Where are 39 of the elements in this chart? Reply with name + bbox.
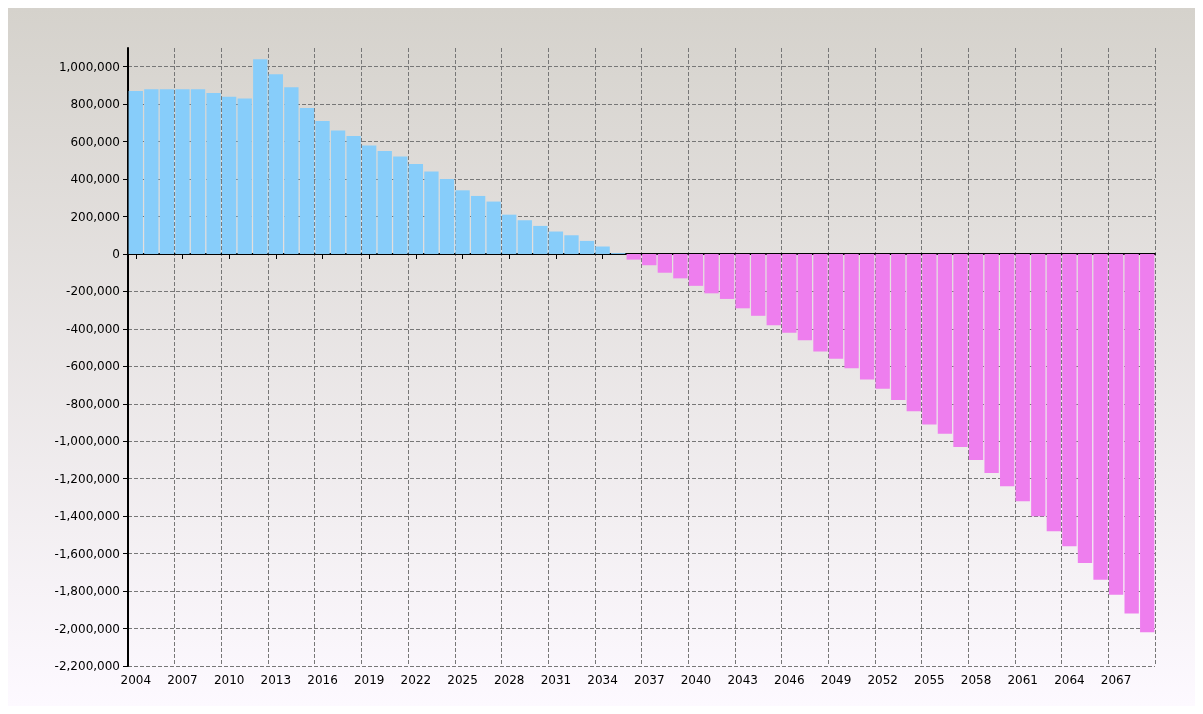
x-tick-label: 2004 — [120, 673, 152, 687]
y-tick-label: -600,000 — [66, 359, 120, 374]
y-tick-label: -1,600,000 — [54, 546, 120, 561]
x-tick-label: 2013 — [260, 673, 292, 687]
x-tick-label: 2019 — [353, 673, 385, 687]
x-tick-label: 2034 — [587, 673, 618, 687]
x-tick-label: 2058 — [960, 673, 992, 687]
x-tick-label: 2010 — [213, 673, 245, 687]
x-tick-label: 2031 — [540, 673, 572, 687]
y-tick-label: -2,000,000 — [54, 621, 120, 636]
x-tick-label: 2007 — [167, 673, 198, 687]
x-tick-label: 2043 — [727, 673, 758, 687]
y-tick-label: -1,800,000 — [54, 584, 120, 599]
x-tick-label: 2037 — [634, 673, 665, 687]
x-tick-label: 2022 — [400, 673, 432, 687]
x-tick-label: 2055 — [914, 673, 945, 687]
y-tick-label: -400,000 — [66, 321, 120, 336]
y-tick-label: -2,200,000 — [54, 659, 120, 673]
x-tick-label: 2064 — [1054, 673, 1085, 687]
y-tick-label: 400,000 — [70, 172, 120, 187]
x-tick-label: 2067 — [1100, 673, 1132, 687]
y-tick-label: 1,000,000 — [58, 59, 120, 74]
x-tick-label: 2046 — [774, 673, 805, 687]
x-tick-label: 2028 — [493, 673, 525, 687]
x-tick-label: 2016 — [307, 673, 338, 687]
x-tick-label: 2025 — [447, 673, 478, 687]
y-tick-label: 200,000 — [70, 209, 120, 224]
x-tick-label: 2061 — [1007, 673, 1039, 687]
y-tick-label: 800,000 — [70, 97, 120, 112]
y-tick-label: -1,400,000 — [54, 509, 120, 524]
y-tick-label: 600,000 — [70, 134, 120, 149]
y-tick-label: 0 — [112, 247, 120, 261]
y-tick-label: -200,000 — [66, 284, 120, 299]
x-tick-label: 2040 — [680, 673, 712, 687]
x-tick-label: 2049 — [820, 673, 852, 687]
y-tick-label: -1,000,000 — [54, 434, 120, 449]
x-tick-label: 2052 — [867, 673, 898, 687]
y-tick-label: -1,200,000 — [54, 471, 120, 486]
y-tick-label: -800,000 — [66, 396, 120, 411]
